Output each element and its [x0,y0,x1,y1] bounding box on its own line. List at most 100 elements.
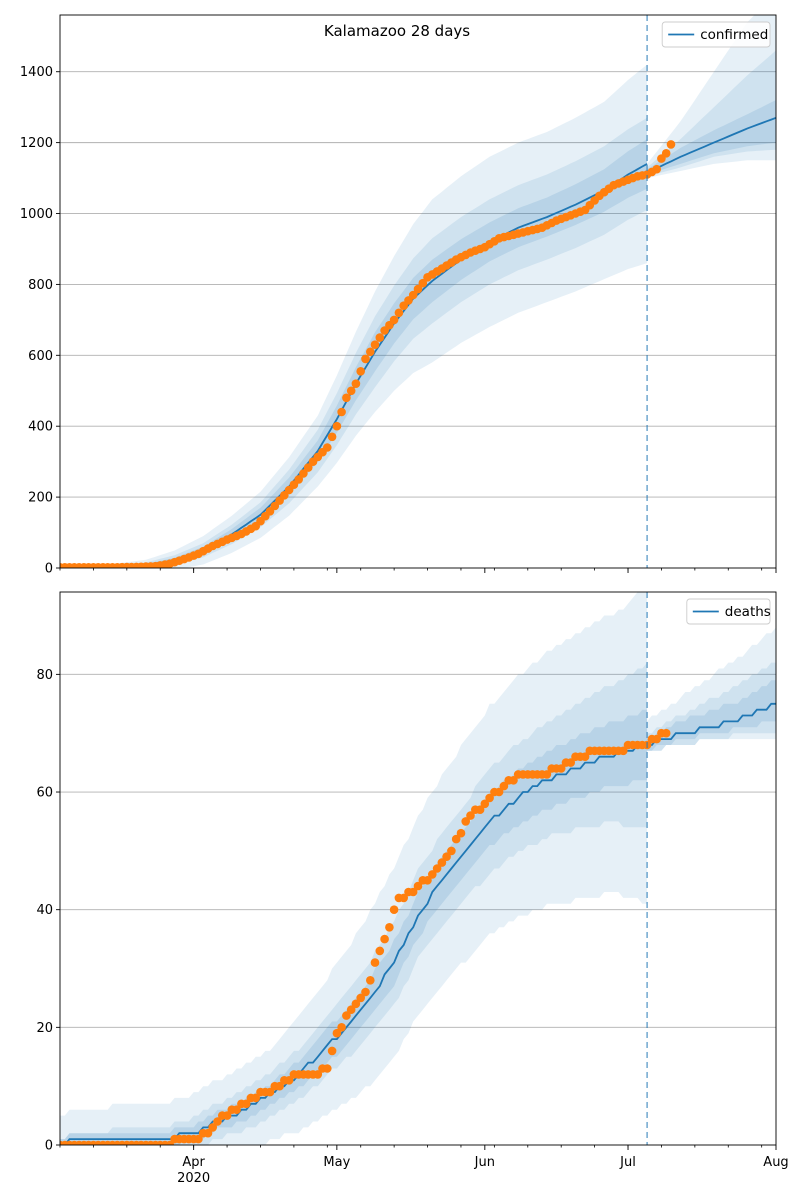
observed-point [303,463,313,472]
observed-point [332,421,342,431]
inner-uncertainty-band [60,680,776,1145]
observed-point [323,1064,332,1073]
observed-point [456,828,466,838]
observed-point [313,1070,323,1079]
legend-label: confirmed [700,27,768,43]
observed-point [361,987,370,997]
outer-uncertainty-band [60,592,776,1145]
observed-point [408,887,418,897]
confirmed-panel: 0 200 400 600 800 1000 1200 1400 confirmed [20,14,777,577]
plot-area [60,592,776,1145]
observed-point [284,1076,294,1085]
observed-point [366,347,375,357]
observed-point [661,728,671,738]
observed-point [408,290,418,300]
legend: confirmed [661,21,771,48]
observed-point [222,1111,232,1120]
observed-point [542,770,552,779]
observed-point [351,999,361,1009]
y-tick-label: 60 [36,786,53,801]
observed-point [299,469,308,478]
y-tick-label: 20 [36,1021,53,1036]
middle-uncertainty-band [60,50,776,568]
x-year-label: 2020 [177,1171,210,1186]
observed-point [213,1117,222,1126]
observed-point [194,1134,203,1144]
legend: deaths [686,598,771,625]
observed-point [366,976,375,985]
observed-point [475,805,485,814]
observed-point [394,308,404,318]
observed-point [399,893,409,903]
observed-point [251,1093,260,1103]
observed-point [447,846,456,856]
observed-point [275,1081,284,1091]
observed-point [337,1023,346,1032]
observed-point [619,746,628,756]
y-tick-label: 400 [28,420,53,435]
plot-area [60,15,776,568]
observed-point [370,958,380,967]
observed-point [661,149,671,158]
observed-point [375,946,385,956]
observed-point [337,407,346,417]
observed-point [265,1087,275,1097]
observed-point [370,340,380,350]
observed-point [342,1011,351,1020]
forecast-line [647,702,776,746]
observed-point [428,870,437,879]
chart-title: Kalamazoo 28 days [324,22,470,40]
x-tick-label: Jul [619,1155,636,1170]
axes-frame [59,14,777,569]
observed-point [323,443,332,452]
y-tick-label: 1400 [20,65,53,80]
observed-point [485,793,494,803]
observed-point [413,881,423,891]
observed-point [451,834,461,844]
observed-point [327,432,337,442]
model-fit-line [60,744,648,1145]
y-tick-label: 80 [36,668,53,683]
y-tick-label: 0 [45,562,53,577]
observed-point [342,393,351,403]
x-tick-label: May [323,1155,350,1170]
observed-point [356,367,366,376]
observed-point [556,764,566,773]
x-tick-label: Apr [182,1155,205,1170]
observed-point [346,386,356,396]
observed-point [413,284,423,294]
observed-point [418,278,428,288]
middle-uncertainty-band [60,662,776,1145]
observed-point [566,758,575,767]
observed-point [203,1128,213,1138]
y-tick-label: 1000 [20,207,53,222]
observed-point [580,752,590,761]
y-tick-label: 1200 [20,136,53,151]
x-tick-label: Jun [474,1155,495,1170]
y-tick-label: 0 [45,1139,53,1154]
legend-label: deaths [725,604,771,620]
observed-point [332,1028,342,1038]
observed-point [346,1005,356,1014]
observed-point [442,852,451,861]
observed-point [423,876,432,885]
observed-point [432,864,442,873]
observed-point [494,787,504,797]
observed-point [294,475,304,484]
observed-point [480,799,490,809]
observed-point [232,1105,241,1114]
observed-point [652,164,661,174]
observed-point [666,140,676,149]
observed-point [437,858,447,867]
y-tick-label: 800 [28,278,53,293]
observed-point [389,315,399,325]
observed-point [389,905,399,914]
y-tick-label: 40 [36,903,53,918]
legend-box [686,598,771,625]
observed-point [466,811,475,820]
observed-point [499,781,509,791]
observed-point [509,776,518,785]
observed-point [652,734,661,744]
observed-point [351,379,361,389]
